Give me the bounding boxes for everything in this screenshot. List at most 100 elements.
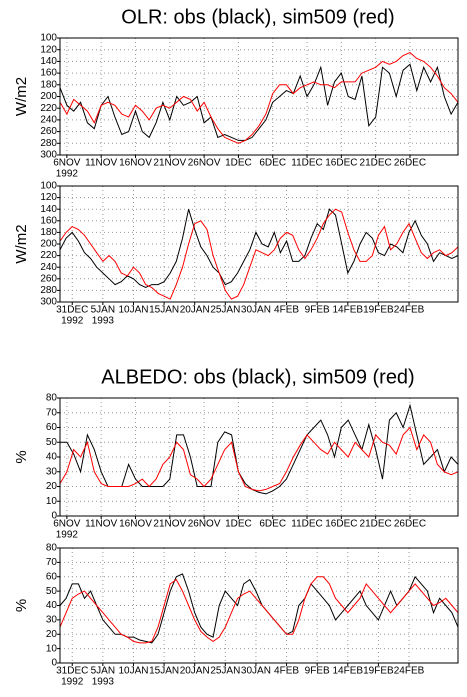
y-tick-label: 70 (46, 557, 58, 568)
x-tick-label: 21DEC (360, 158, 392, 169)
x-year-label: 1992 (61, 677, 84, 688)
x-tick-label: 26NOV (188, 519, 221, 530)
y-tick-label: 50 (46, 586, 58, 597)
y-tick-label: 160 (40, 68, 57, 79)
x-tick-label: 19FEB (363, 666, 394, 677)
x-tick-label: 21DEC (360, 519, 392, 530)
plot-frame (59, 397, 459, 517)
y-tick-label: 280 (40, 285, 57, 296)
y-tick-label: 60 (46, 422, 58, 433)
x-tick-label: 26DEC (394, 158, 426, 169)
x-year-label: 1993 (92, 677, 115, 688)
y-tick-label: 120 (40, 44, 57, 55)
x-tick-label: 24FEB (394, 305, 425, 316)
series-line (59, 52, 459, 144)
y-tick-label: 10 (46, 496, 58, 507)
y-tick-label: 80 (46, 543, 58, 554)
x-year-label: 1993 (92, 316, 115, 327)
y-tick-label: 0 (51, 511, 57, 522)
y-axis-label: W/m2 (13, 224, 30, 263)
x-tick-label: 21NOV (153, 158, 186, 169)
x-tick-label: 5JAN (91, 666, 115, 677)
x-tick-label: 11DEC (291, 158, 323, 169)
y-tick-label: 300 (40, 150, 57, 161)
y-tick-label: 20 (46, 629, 58, 640)
series-line (59, 426, 459, 492)
x-tick-label: 21NOV (153, 519, 186, 530)
y-tick-label: 200 (40, 239, 57, 250)
y-tick-label: 100 (40, 181, 57, 192)
y-tick-label: 140 (40, 204, 57, 215)
x-year-label: 1992 (61, 316, 84, 327)
x-tick-label: 16NOV (119, 519, 152, 530)
x-tick-label: 4FEB (274, 305, 299, 316)
x-tick-label: 16DEC (325, 519, 357, 530)
x-tick-label: 16NOV (119, 158, 152, 169)
y-tick-label: 280 (40, 138, 57, 149)
x-tick-label: 6NOV (53, 158, 81, 169)
y-axis-label: W/m2 (13, 77, 30, 116)
y-tick-label: 260 (40, 126, 57, 137)
x-tick-label: 6DEC (259, 158, 286, 169)
x-tick-label: 15JAN (149, 666, 179, 677)
x-tick-label: 26NOV (188, 158, 221, 169)
y-tick-label: 70 (46, 407, 58, 418)
x-tick-label: 6DEC (259, 519, 286, 530)
x-tick-label: 10JAN (118, 666, 148, 677)
x-tick-label: 6NOV (53, 519, 81, 530)
plot-frame (59, 37, 459, 156)
y-axis-label: % (13, 450, 30, 463)
y-tick-label: 220 (40, 103, 57, 114)
x-tick-label: 9FEB (305, 666, 330, 677)
x-tick-label: 5JAN (91, 305, 115, 316)
x-tick-label: 25JAN (210, 305, 240, 316)
x-tick-label: 16DEC (325, 158, 357, 169)
y-tick-label: 220 (40, 250, 57, 261)
y-tick-label: 60 (46, 571, 58, 582)
y-tick-label: 140 (40, 56, 57, 67)
y-tick-label: 240 (40, 115, 57, 126)
chart-title: OLR: obs (black), sim509 (red) (121, 6, 394, 28)
y-tick-label: 260 (40, 273, 57, 284)
x-tick-label: 25JAN (210, 666, 240, 677)
x-tick-label: 11NOV (85, 158, 117, 169)
y-tick-label: 100 (40, 33, 57, 44)
plot-frame (59, 185, 459, 303)
x-tick-label: 10JAN (118, 305, 148, 316)
y-tick-label: 180 (40, 227, 57, 238)
series-line (59, 208, 459, 289)
y-tick-label: 200 (40, 91, 57, 102)
y-tick-label: 30 (46, 466, 58, 477)
x-tick-label: 31DEC (56, 305, 88, 316)
x-tick-label: 11DEC (291, 519, 323, 530)
x-tick-label: 20JAN (180, 666, 210, 677)
x-tick-label: 1DEC (225, 519, 252, 530)
x-tick-label: 20JAN (180, 305, 210, 316)
x-tick-label: 15JAN (149, 305, 179, 316)
y-tick-label: 80 (46, 393, 58, 404)
y-tick-label: 10 (46, 643, 58, 654)
series-line (59, 63, 459, 141)
y-tick-label: 20 (46, 481, 58, 492)
x-year-label: 1992 (56, 530, 79, 541)
plot-frame (59, 547, 459, 664)
x-tick-label: 19FEB (363, 305, 394, 316)
y-tick-label: 240 (40, 262, 57, 273)
y-axis-label: % (13, 599, 30, 612)
y-tick-label: 0 (51, 658, 57, 669)
y-tick-label: 30 (46, 615, 58, 626)
y-tick-label: 120 (40, 192, 57, 203)
y-tick-label: 40 (46, 452, 58, 463)
chart-title: ALBEDO: obs (black), sim509 (red) (101, 366, 414, 388)
x-tick-label: 26DEC (394, 519, 426, 530)
series-line (59, 208, 459, 300)
x-tick-label: 14FEB (332, 305, 363, 316)
x-tick-label: 9FEB (305, 305, 330, 316)
y-tick-label: 300 (40, 297, 57, 308)
x-tick-label: 30JAN (241, 305, 271, 316)
x-tick-label: 1DEC (225, 158, 252, 169)
x-year-label: 1992 (56, 169, 79, 180)
y-tick-label: 50 (46, 437, 58, 448)
